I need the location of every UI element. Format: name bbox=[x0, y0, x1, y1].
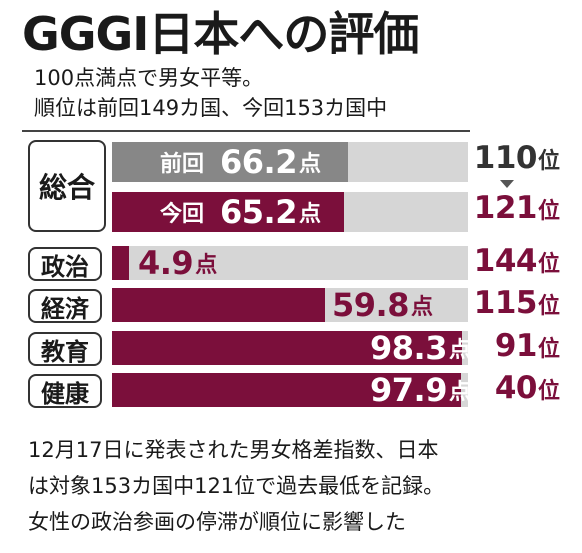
score-economy: 59.8 bbox=[332, 286, 409, 324]
rank-number: 40 bbox=[494, 370, 538, 406]
rank-number: 115 bbox=[473, 285, 538, 321]
bar-overall-current bbox=[112, 192, 345, 232]
point-unit: 点 bbox=[195, 253, 218, 278]
bar-label-politics: 4.9 点 bbox=[138, 244, 218, 282]
bar-label-economy: 59.8 点 bbox=[332, 286, 433, 324]
rank-politics: 144 位 bbox=[464, 243, 560, 279]
category-label-economy: 経済 bbox=[28, 289, 102, 323]
rank-number: 91 bbox=[494, 328, 538, 364]
rank-overall-previous: 110 位 bbox=[464, 140, 560, 176]
header-rule bbox=[22, 130, 470, 132]
current-label: 今回 bbox=[160, 202, 205, 227]
rank-health: 40 位 bbox=[464, 370, 560, 406]
rank-number: 110 bbox=[473, 140, 538, 176]
rank-unit: 位 bbox=[537, 294, 560, 319]
rank-unit: 位 bbox=[537, 379, 560, 404]
category-label-politics: 政治 bbox=[28, 247, 102, 281]
caption-line-3: 女性の政治参画の停滞が順位に影響した bbox=[28, 510, 406, 534]
bar-track-politics: 4.9 点 bbox=[112, 244, 468, 282]
point-unit: 点 bbox=[298, 202, 321, 227]
point-unit: 点 bbox=[410, 295, 433, 320]
bar-overall-previous bbox=[112, 142, 348, 182]
caption-line-2: は対象153カ国中121位で過去最低を記録。 bbox=[28, 474, 445, 498]
category-label-health: 健康 bbox=[28, 374, 102, 408]
bar-economy bbox=[112, 288, 325, 322]
chart-title: GGGI日本への評価 bbox=[22, 7, 419, 61]
caption: 12月17日に発表された男女格差指数、日本 は対象153カ国中121位で過去最低… bbox=[28, 432, 444, 540]
rank-overall-current: 121 位 bbox=[464, 190, 560, 226]
previous-label: 前回 bbox=[160, 152, 205, 177]
point-unit: 点 bbox=[448, 338, 471, 363]
rank-economy: 115 位 bbox=[464, 285, 560, 321]
score-overall-previous: 66.2 bbox=[220, 143, 297, 181]
rank-unit: 位 bbox=[537, 252, 560, 277]
bar-label-overall-current: 今回 65.2 点 bbox=[160, 192, 321, 232]
score-health: 97.9 bbox=[370, 371, 447, 409]
bar-label-health: 97.9 点 bbox=[370, 371, 471, 409]
score-politics: 4.9 bbox=[138, 244, 194, 282]
bar-label-education: 98.3 点 bbox=[370, 329, 471, 367]
bar-track-education: 98.3 点 bbox=[112, 329, 471, 367]
caption-line-1: 12月17日に発表された男女格差指数、日本 bbox=[28, 438, 439, 462]
subtitle-line-1: 100点満点で男女平等。 bbox=[34, 66, 264, 90]
bar-health bbox=[112, 373, 461, 407]
category-label-overall: 総合 bbox=[28, 140, 106, 232]
bar-track-overall-current: 今回 65.2 点 bbox=[112, 192, 468, 232]
category-label-education: 教育 bbox=[28, 332, 102, 366]
bar-track-health: 97.9 点 bbox=[112, 371, 471, 409]
rank-unit: 位 bbox=[537, 199, 560, 224]
point-unit: 点 bbox=[448, 380, 471, 405]
rank-education: 91 位 bbox=[464, 328, 560, 364]
score-overall-current: 65.2 bbox=[220, 193, 297, 231]
rank-number: 121 bbox=[473, 190, 538, 226]
point-unit: 点 bbox=[298, 152, 321, 177]
bar-track-economy: 59.8 点 bbox=[112, 286, 468, 324]
subtitle-line-2: 順位は前回149カ国、今回153カ国中 bbox=[34, 96, 388, 120]
bar-politics bbox=[112, 246, 130, 280]
bar-track-overall-previous: 前回 66.2 点 bbox=[112, 142, 468, 182]
score-education: 98.3 bbox=[370, 329, 447, 367]
rank-unit: 位 bbox=[537, 337, 560, 362]
bar-label-overall-previous: 前回 66.2 点 bbox=[160, 142, 321, 182]
rank-number: 144 bbox=[473, 243, 538, 279]
rank-unit: 位 bbox=[537, 149, 560, 174]
rank-change-arrow-icon bbox=[500, 180, 514, 188]
bar-education bbox=[112, 331, 462, 365]
